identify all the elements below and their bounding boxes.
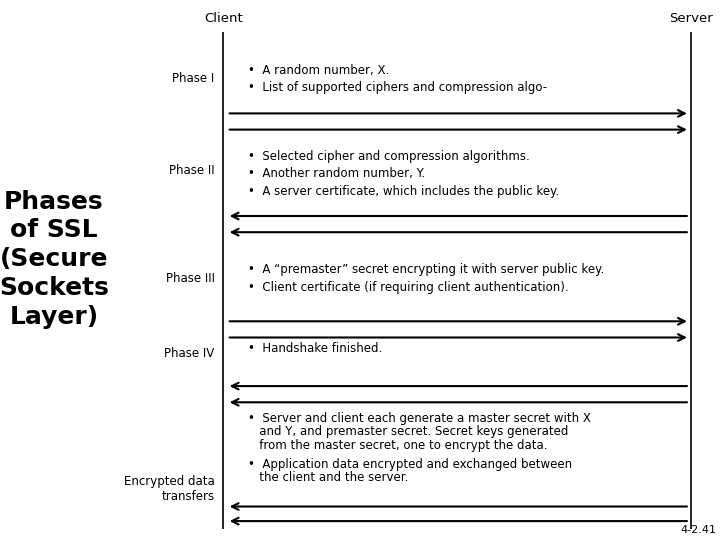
Text: Phase IV: Phase IV <box>164 347 215 360</box>
Text: •  Client certificate (if requiring client authentication).: • Client certificate (if requiring clien… <box>248 281 569 294</box>
Text: and Y, and premaster secret. Secret keys generated: and Y, and premaster secret. Secret keys… <box>248 426 569 438</box>
Text: •  Application data encrypted and exchanged between: • Application data encrypted and exchang… <box>248 458 572 471</box>
Text: •  A server certificate, which includes the public key.: • A server certificate, which includes t… <box>248 185 559 198</box>
Text: •  List of supported ciphers and compression algo-: • List of supported ciphers and compress… <box>248 81 547 94</box>
Text: •  Server and client each generate a master secret with X: • Server and client each generate a mast… <box>248 412 591 425</box>
Text: Phase III: Phase III <box>166 272 215 285</box>
Text: 4-2.41: 4-2.41 <box>680 524 716 535</box>
Text: Phase II: Phase II <box>169 164 215 177</box>
Text: Encrypted data
transfers: Encrypted data transfers <box>124 475 215 503</box>
Text: •  Handshake finished.: • Handshake finished. <box>248 342 382 355</box>
Text: the client and the server.: the client and the server. <box>248 471 409 484</box>
Text: Phase I: Phase I <box>172 72 215 85</box>
Text: Server: Server <box>670 12 713 25</box>
Text: •  Selected cipher and compression algorithms.: • Selected cipher and compression algori… <box>248 150 530 163</box>
Text: Phases
of SSL
(Secure
Sockets
Layer): Phases of SSL (Secure Sockets Layer) <box>0 190 109 329</box>
Text: •  Another random number, Y.: • Another random number, Y. <box>248 167 426 180</box>
Text: Client: Client <box>204 12 243 25</box>
Text: from the master secret, one to encrypt the data.: from the master secret, one to encrypt t… <box>248 439 548 452</box>
Text: •  A random number, X.: • A random number, X. <box>248 64 390 77</box>
Text: •  A “premaster” secret encrypting it with server public key.: • A “premaster” secret encrypting it wit… <box>248 264 605 276</box>
